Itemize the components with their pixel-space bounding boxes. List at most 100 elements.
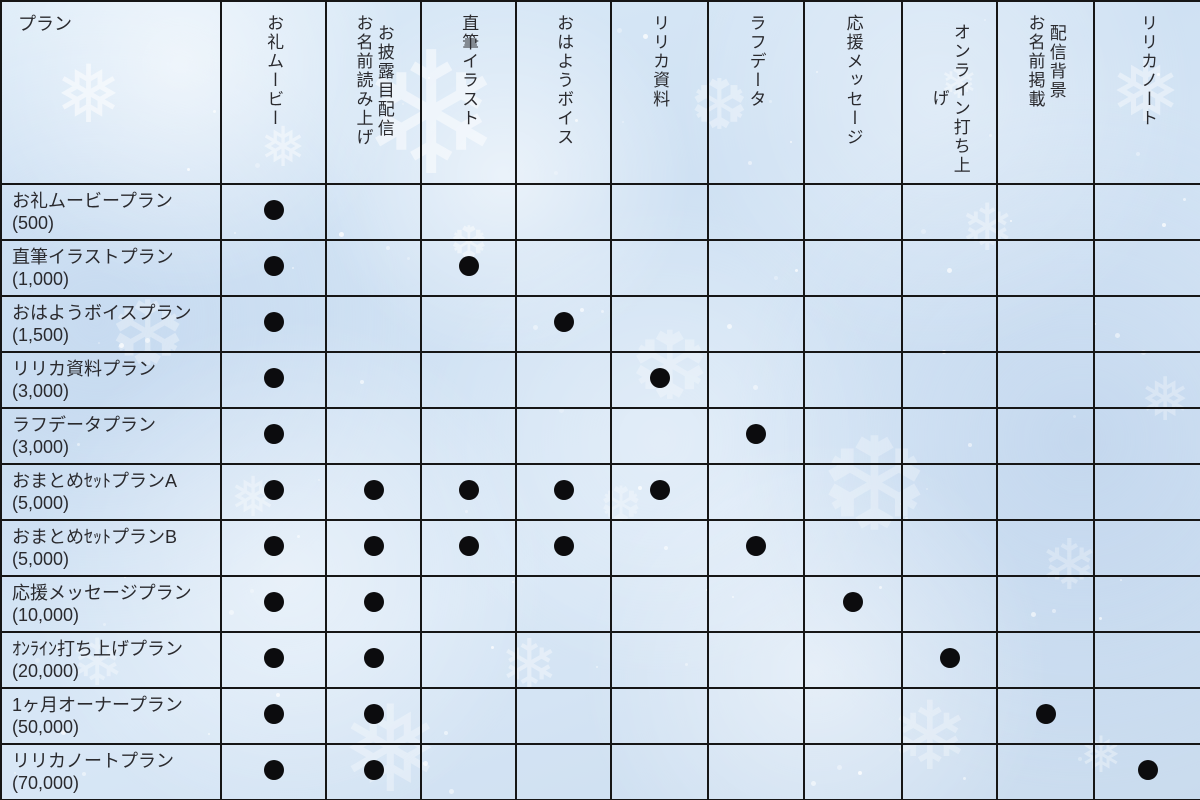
feature-cell [996, 351, 1095, 409]
included-dot-icon [263, 647, 284, 668]
feature-cell [996, 575, 1095, 633]
feature-column-header: ラフデータ [707, 0, 805, 185]
included-dot-icon [363, 479, 384, 500]
feature-cell [803, 239, 903, 297]
plan-name: おまとめｾｯﾄプランA [12, 471, 178, 491]
feature-cell [707, 743, 805, 800]
feature-cell [996, 295, 1095, 353]
feature-cell [1093, 743, 1200, 800]
included-dot-icon [363, 759, 384, 780]
plan-label-cell: ｵﾝﾗｲﾝ打ち上げプラン (20,000) [0, 631, 222, 689]
included-dot-icon [263, 479, 284, 500]
feature-cell [220, 575, 327, 633]
feature-column-label: リリカノート [1138, 14, 1158, 128]
feature-header-row: プラン お礼ムービー お披露目配信 お名前読み上げ 直筆イラスト おはようボイス リリカ資… [0, 0, 1200, 185]
feature-cell [707, 239, 805, 297]
feature-cell [803, 687, 903, 745]
included-dot-icon [263, 759, 284, 780]
feature-cell [220, 687, 327, 745]
plan-price: (1,000) [12, 269, 70, 289]
feature-cell [420, 183, 517, 241]
feature-cell [901, 575, 998, 633]
included-dot-icon [649, 367, 670, 388]
feature-cell [420, 687, 517, 745]
feature-column-header: お披露目配信 お名前読み上げ [325, 0, 422, 185]
feature-cell [901, 239, 998, 297]
feature-cell [707, 295, 805, 353]
plan-row: 1ヶ月オーナープラン (50,000) [0, 687, 1200, 745]
plan-name: リリカ資料プラン [12, 359, 156, 379]
feature-column-header: おはようボイス [515, 0, 612, 185]
feature-cell [707, 575, 805, 633]
feature-cell [420, 407, 517, 465]
included-dot-icon [263, 199, 284, 220]
included-dot-icon [1137, 759, 1158, 780]
feature-cell [220, 295, 327, 353]
plan-label-cell: 応援メッセージプラン (10,000) [0, 575, 222, 633]
included-dot-icon [263, 423, 284, 444]
plan-label-cell: おまとめｾｯﾄプランB (5,000) [0, 519, 222, 577]
plan-price: (5,000) [12, 493, 70, 513]
feature-cell [325, 743, 422, 800]
feature-column-header: オンライン打ち上げ [901, 0, 998, 185]
included-dot-icon [363, 703, 384, 724]
feature-cell [515, 743, 612, 800]
feature-cell [325, 463, 422, 521]
feature-cell [420, 575, 517, 633]
included-dot-icon [263, 703, 284, 724]
feature-cell [901, 183, 998, 241]
feature-column-header: リリカノート [1093, 0, 1200, 185]
feature-cell [420, 463, 517, 521]
included-dot-icon [363, 591, 384, 612]
plan-price: (50,000) [12, 717, 80, 737]
plan-row: リリカ資料プラン (3,000) [0, 351, 1200, 409]
plan-label-cell: 1ヶ月オーナープラン (50,000) [0, 687, 222, 745]
feature-cell [325, 631, 422, 689]
feature-cell [515, 519, 612, 577]
feature-cell [996, 183, 1095, 241]
feature-cell [610, 687, 709, 745]
feature-cell [220, 407, 327, 465]
feature-column-label: ラフデータ [746, 14, 766, 109]
feature-cell [420, 295, 517, 353]
plan-label-cell: 直筆イラストプラン (1,000) [0, 239, 222, 297]
included-dot-icon [1035, 703, 1056, 724]
feature-cell [803, 743, 903, 800]
feature-cell [220, 239, 327, 297]
plan-header-label: プラン [18, 14, 72, 34]
feature-cell [515, 239, 612, 297]
included-dot-icon [458, 479, 479, 500]
feature-cell [707, 687, 805, 745]
plan-row: ｵﾝﾗｲﾝ打ち上げプラン (20,000) [0, 631, 1200, 689]
plan-name: お礼ムービープラン [12, 191, 173, 211]
feature-cell [515, 631, 612, 689]
included-dot-icon [263, 367, 284, 388]
feature-cell [610, 631, 709, 689]
included-dot-icon [458, 535, 479, 556]
feature-cell [803, 519, 903, 577]
feature-cell [1093, 687, 1200, 745]
feature-column-label: 配信背景 お名前掲載 [1025, 14, 1066, 109]
plan-label-cell: リリカ資料プラン (3,000) [0, 351, 222, 409]
feature-column-label: おはようボイス [554, 14, 574, 147]
feature-cell [325, 239, 422, 297]
feature-cell [996, 743, 1095, 800]
plan-name: おまとめｾｯﾄプランB [12, 527, 178, 547]
feature-cell [515, 183, 612, 241]
plan-price: (500) [12, 213, 55, 233]
included-dot-icon [458, 255, 479, 276]
feature-cell [420, 239, 517, 297]
included-dot-icon [363, 535, 384, 556]
included-dot-icon [746, 535, 766, 556]
feature-cell [803, 631, 903, 689]
feature-cell [420, 743, 517, 800]
plan-label-cell: お礼ムービープラン (500) [0, 183, 222, 241]
plan-row: おまとめｾｯﾄプランA (5,000) [0, 463, 1200, 521]
feature-cell [420, 631, 517, 689]
feature-cell [420, 519, 517, 577]
feature-cell [220, 351, 327, 409]
feature-column-label: 応援メッセージ [843, 14, 863, 147]
feature-cell [1093, 183, 1200, 241]
feature-cell [707, 631, 805, 689]
